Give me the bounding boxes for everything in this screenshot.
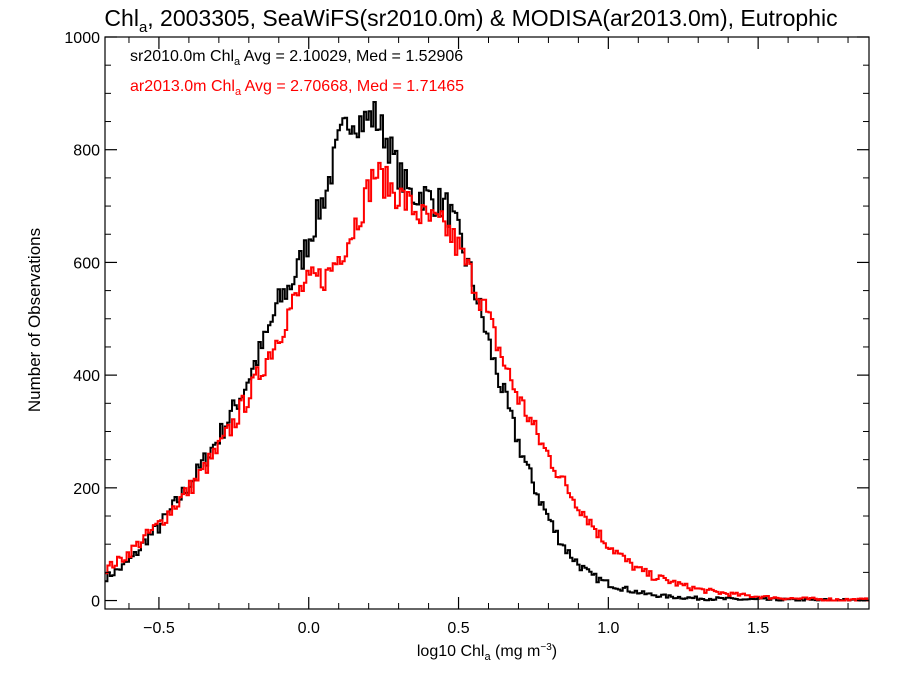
y-tick-label: 200 (73, 481, 100, 498)
y-tick-label: 0 (91, 594, 100, 611)
chart-title: Chla, 2003305, SeaWiFS(sr2010.0m) & MODI… (104, 5, 837, 36)
legend-entry-sr2010: sr2010.0m Chla Avg = 2.10029, Med = 1.52… (130, 48, 463, 68)
y-tick-label: 600 (73, 255, 100, 272)
series-line-sr2010.0m (105, 101, 869, 602)
series-line-ar2013.0m (105, 161, 869, 602)
y-tick-label: 400 (73, 368, 100, 385)
x-tick-label: 1.5 (747, 620, 769, 637)
x-axis-label: log10 Chla (mg m−3) (417, 642, 557, 663)
y-tick-label: 800 (73, 143, 100, 160)
plot-frame (104, 36, 870, 610)
series-layer (105, 101, 869, 602)
x-tick-label: −0.5 (143, 620, 175, 637)
x-axis: −0.5 0.0 0.5 1.0 1.5 (128, 37, 849, 637)
y-axis: 0 200 400 600 800 1000 (64, 30, 869, 611)
y-tick-label: 1000 (64, 30, 100, 47)
x-tick-label: 0.5 (447, 620, 469, 637)
x-tick-label: 1.0 (597, 620, 619, 637)
y-axis-label: Number of Observations (25, 228, 44, 412)
legend-entry-ar2013: ar2013.0m Chla Avg = 2.70668, Med = 1.71… (130, 78, 464, 98)
x-tick-label: 0.0 (298, 620, 320, 637)
